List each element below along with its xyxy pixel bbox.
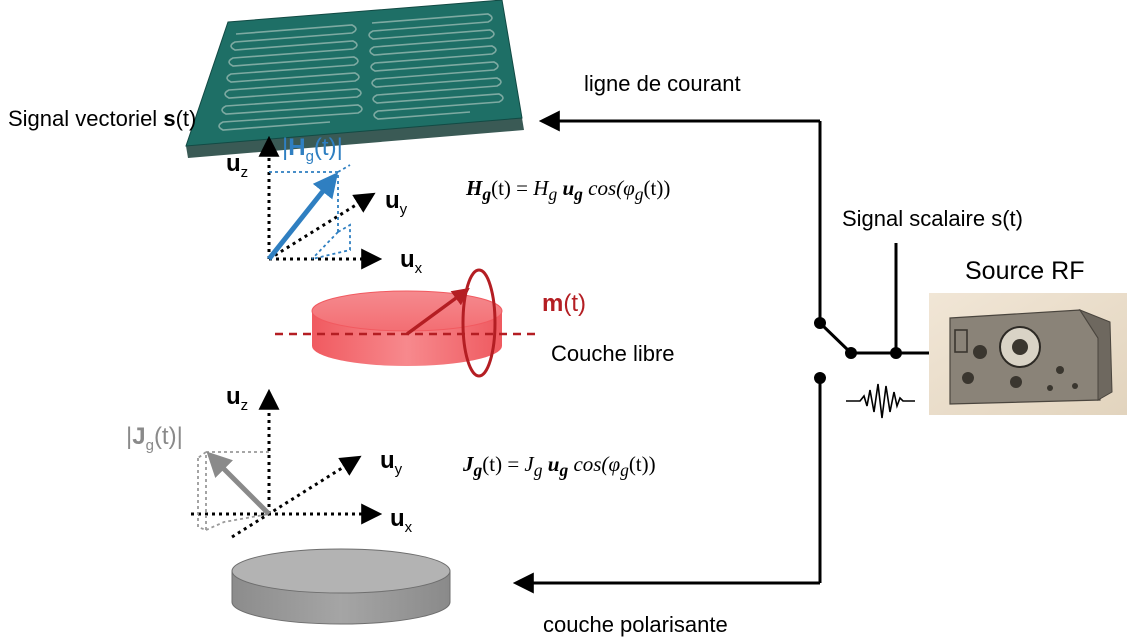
m-precession-orbit xyxy=(461,268,497,378)
jg-eq-unit: u xyxy=(547,452,560,476)
circuit-lines xyxy=(512,110,930,594)
hg-eq-mag-sub: g xyxy=(548,184,558,205)
couche-libre-label: Couche libre xyxy=(551,341,675,366)
lower-ux-u: u xyxy=(390,505,405,532)
hg-label-tail: (t) xyxy=(313,134,337,161)
jg-eq-phi-sub: g xyxy=(620,460,629,481)
jg-eq-cos: cos( xyxy=(568,452,609,476)
hg-eq-equals: (t) = xyxy=(491,176,534,200)
upper-ux-u: u xyxy=(400,246,415,273)
upper-ux-sub: x xyxy=(414,259,423,277)
jg-magnitude-label: |Jg(t)| xyxy=(126,423,183,454)
jg-equation: Jg(t) = Jg ug cos(φg(t)) xyxy=(463,452,656,481)
hg-label-sub: g xyxy=(305,147,314,165)
signal-vectoriel-label: Signal vectoriel s(t) xyxy=(8,106,196,132)
hg-eq-unit-sub: g xyxy=(574,184,583,205)
jg-label-sub: g xyxy=(145,436,154,454)
hg-eq-cos: cos( xyxy=(582,176,624,200)
jg-eq-phi: φ xyxy=(608,452,621,476)
lower-axes xyxy=(191,388,383,539)
upper-uy-label: uy xyxy=(385,187,407,218)
upper-uy-u: u xyxy=(385,187,400,214)
lower-uy-u: u xyxy=(380,447,395,474)
jg-eq-lhs: J xyxy=(463,452,474,476)
lower-uz-label: uz xyxy=(226,383,248,414)
hg-eq-end: (t)) xyxy=(643,176,671,200)
lower-ux-sub: x xyxy=(404,518,413,536)
jg-label-main: J xyxy=(132,423,146,450)
lower-uy-label: uy xyxy=(380,447,402,478)
hg-equation: Hg(t) = Hg ug cos(φg(t)) xyxy=(466,176,670,205)
hg-eq-unit: u xyxy=(562,176,575,200)
jg-projection-box xyxy=(197,451,270,531)
hg-projection-box xyxy=(269,164,351,260)
signal-vectoriel-text: Signal vectoriel xyxy=(8,106,164,131)
polarizing-layer-disk xyxy=(231,548,451,625)
m-label-bold: m xyxy=(542,290,564,317)
jg-vector-arrow xyxy=(206,451,271,516)
jg-eq-mag: J xyxy=(524,452,534,476)
jg-eq-unit-sub: g xyxy=(559,460,569,481)
hg-eq-phi-sub: g xyxy=(634,184,644,205)
upper-uz-label: uz xyxy=(226,150,248,181)
ligne-de-courant-label: ligne de courant xyxy=(584,71,741,96)
free-layer-disk xyxy=(275,268,540,378)
lower-uy-sub: y xyxy=(394,460,403,478)
source-rf-label: Source RF xyxy=(965,257,1085,285)
rf-wave-burst-icon xyxy=(846,383,915,419)
signal-scalaire-label: Signal scalaire s(t) xyxy=(842,206,1023,231)
m-vector-arrow xyxy=(405,287,470,336)
hg-eq-mag: H xyxy=(533,176,549,200)
meander-stripline-icon xyxy=(185,0,524,158)
jg-label-tail: (t) xyxy=(153,423,177,450)
circuit-nodes xyxy=(814,317,902,384)
upper-uz-u: u xyxy=(226,150,241,177)
upper-ux-label: ux xyxy=(400,246,422,277)
hg-label-main: H xyxy=(288,134,306,161)
m-label-suffix: (t) xyxy=(563,290,586,317)
upper-axes xyxy=(258,135,383,270)
couche-polarisante-label: couche polarisante xyxy=(543,612,728,637)
hg-magnitude-label: |Hg(t)| xyxy=(282,134,343,165)
lower-uz-u: u xyxy=(226,383,241,410)
jg-eq-equals: (t) = xyxy=(482,452,525,476)
switch-blade xyxy=(818,321,853,355)
upper-uy-sub: y xyxy=(399,200,408,218)
jg-eq-lhs-sub: g xyxy=(473,460,483,481)
signal-vectoriel-bold: s xyxy=(163,106,176,131)
m-label: m(t) xyxy=(542,290,586,318)
jg-eq-mag-sub: g xyxy=(533,460,543,481)
lower-ux-label: ux xyxy=(390,505,412,536)
lower-uz-sub: z xyxy=(240,396,249,414)
signal-vectoriel-suffix: (t) xyxy=(175,106,197,131)
upper-uz-sub: z xyxy=(240,163,249,181)
hg-eq-lhs-sub: g xyxy=(482,184,492,205)
hg-vector-arrow xyxy=(267,172,339,261)
rf-signal-generator-icon xyxy=(929,293,1127,415)
hg-eq-phi: φ xyxy=(623,176,635,200)
hg-eq-lhs: H xyxy=(466,176,483,200)
jg-eq-end: (t)) xyxy=(628,452,656,476)
